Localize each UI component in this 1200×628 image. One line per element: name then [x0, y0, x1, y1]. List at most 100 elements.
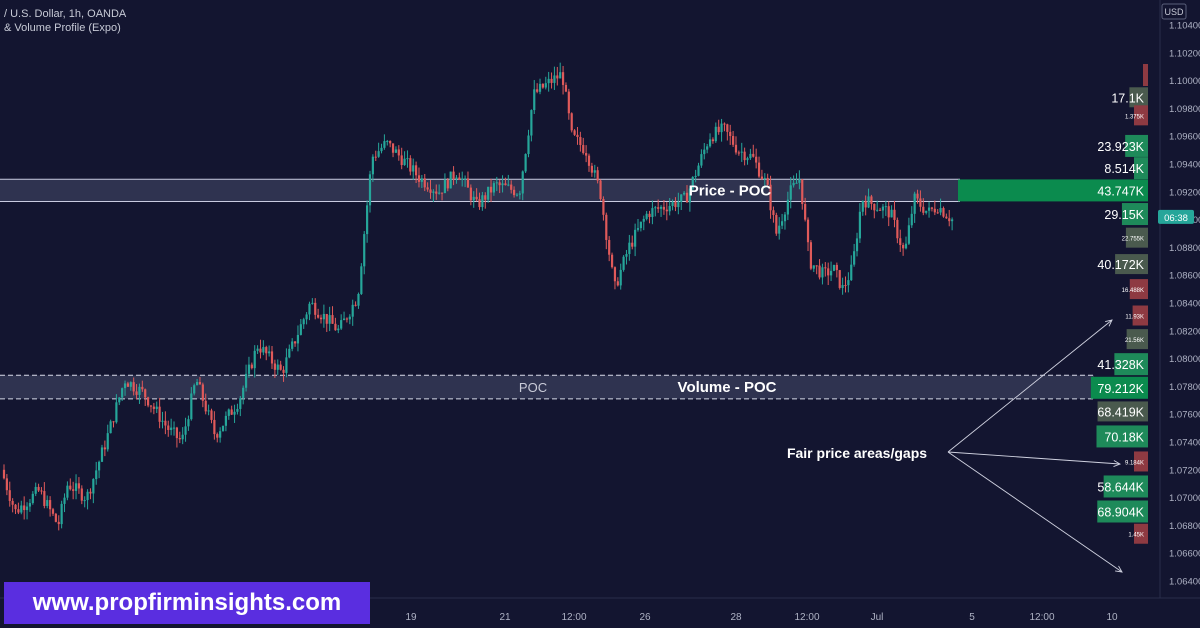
candle-body	[265, 347, 268, 354]
candle-body	[697, 165, 700, 176]
candle-body	[432, 191, 435, 193]
volume-bar	[1143, 64, 1148, 86]
candle-body	[691, 176, 694, 189]
candle-body	[587, 155, 591, 166]
volume-bar	[1132, 305, 1148, 326]
x-tick-label: 21	[499, 612, 511, 623]
candle-body	[812, 265, 815, 269]
candle-body	[818, 265, 821, 278]
watermark-banner: www.propfirminsights.com	[4, 582, 370, 624]
volume-bar-label: 79.212K	[1097, 382, 1144, 396]
volume-profile-layer: 17.1K 1.375K 23.923K 8.514K 43.747K 29.15K 22.…	[958, 64, 1148, 544]
candle-body	[861, 201, 864, 212]
candle-body	[51, 509, 55, 514]
candle-body	[714, 126, 717, 142]
candle-body	[495, 182, 498, 184]
candle-body	[559, 72, 562, 79]
candle-body	[46, 500, 49, 506]
candle-body	[550, 78, 553, 83]
candle-body	[734, 144, 738, 153]
candle-body	[429, 189, 432, 193]
x-tick-label: 26	[639, 612, 651, 623]
volume-bar	[1103, 475, 1148, 498]
y-tick-label: 1.10200	[1169, 48, 1200, 59]
volume-bar	[1115, 254, 1148, 275]
currency-label: USD	[1164, 7, 1184, 17]
candle-body	[743, 151, 746, 161]
candle-body	[887, 206, 890, 218]
y-tick-label: 1.07400	[1169, 438, 1200, 449]
candle-body	[207, 410, 210, 412]
candle-body	[484, 195, 487, 200]
candle-body	[916, 193, 919, 199]
arrow-head	[1115, 565, 1123, 573]
volume-bar	[1134, 523, 1148, 544]
candle-body	[642, 218, 645, 222]
candle-body	[138, 386, 141, 395]
fair-price-label: Fair price areas/gaps	[787, 445, 927, 461]
volume-bar-label: 58.644K	[1097, 480, 1144, 494]
candle-body	[288, 348, 291, 358]
volume-bar	[1134, 105, 1148, 126]
candle-body	[798, 179, 801, 183]
volume-bar	[1097, 500, 1148, 523]
candle-body	[423, 178, 426, 188]
candle-body	[80, 488, 83, 501]
candle-body	[582, 145, 585, 154]
candle-body	[573, 130, 576, 135]
candle-body	[368, 174, 372, 206]
candle-body	[472, 196, 475, 201]
candle-body	[599, 180, 602, 199]
candle-body	[515, 194, 519, 196]
candle-body	[328, 315, 331, 324]
candle-body	[311, 302, 314, 304]
candle-body	[711, 139, 715, 142]
arrow-line	[947, 451, 1123, 573]
candle-body	[706, 146, 709, 150]
candle-body	[780, 221, 784, 226]
y-tick-label: 1.09400	[1169, 160, 1200, 171]
candle-body	[221, 425, 225, 432]
volume-bar	[958, 179, 1148, 202]
candle-body	[576, 134, 579, 138]
candle-body	[98, 461, 101, 471]
candle-body	[778, 225, 781, 234]
candle-body	[726, 124, 729, 132]
candle-body	[668, 205, 671, 212]
candle-body	[772, 210, 775, 215]
x-tick-label: 10	[1106, 612, 1118, 623]
y-tick-label: 1.09600	[1169, 132, 1200, 143]
volume-bar-label: 68.904K	[1097, 506, 1144, 520]
candle-body	[867, 196, 870, 208]
candle-body	[233, 411, 236, 415]
volume-bar	[1114, 353, 1148, 376]
candle-body	[766, 177, 769, 185]
candle-body	[737, 152, 740, 154]
candle-body	[878, 209, 882, 211]
volume-bar	[1121, 203, 1148, 226]
candle-body	[317, 314, 320, 318]
candle-body	[881, 206, 885, 211]
y-tick-label: 1.09800	[1169, 104, 1200, 115]
candle-body	[487, 186, 490, 200]
candle-body	[406, 158, 409, 160]
volume-bar	[1129, 87, 1148, 108]
candle-body	[161, 420, 164, 422]
candle-body	[466, 178, 470, 188]
candle-body	[244, 373, 248, 388]
annotation-layer: Fair price areas/gaps	[787, 319, 1123, 573]
candle-body	[299, 324, 302, 335]
candle-body	[83, 500, 86, 502]
candle-body	[844, 285, 847, 287]
candle-body	[951, 219, 954, 222]
candle-body	[31, 493, 34, 504]
x-tick-label: Jul	[871, 612, 884, 623]
candle-body	[443, 179, 447, 194]
candle-body	[118, 397, 121, 403]
candle-body	[239, 398, 242, 409]
candle-body	[835, 264, 838, 271]
candle-body	[115, 402, 118, 423]
candle-body	[86, 491, 89, 501]
